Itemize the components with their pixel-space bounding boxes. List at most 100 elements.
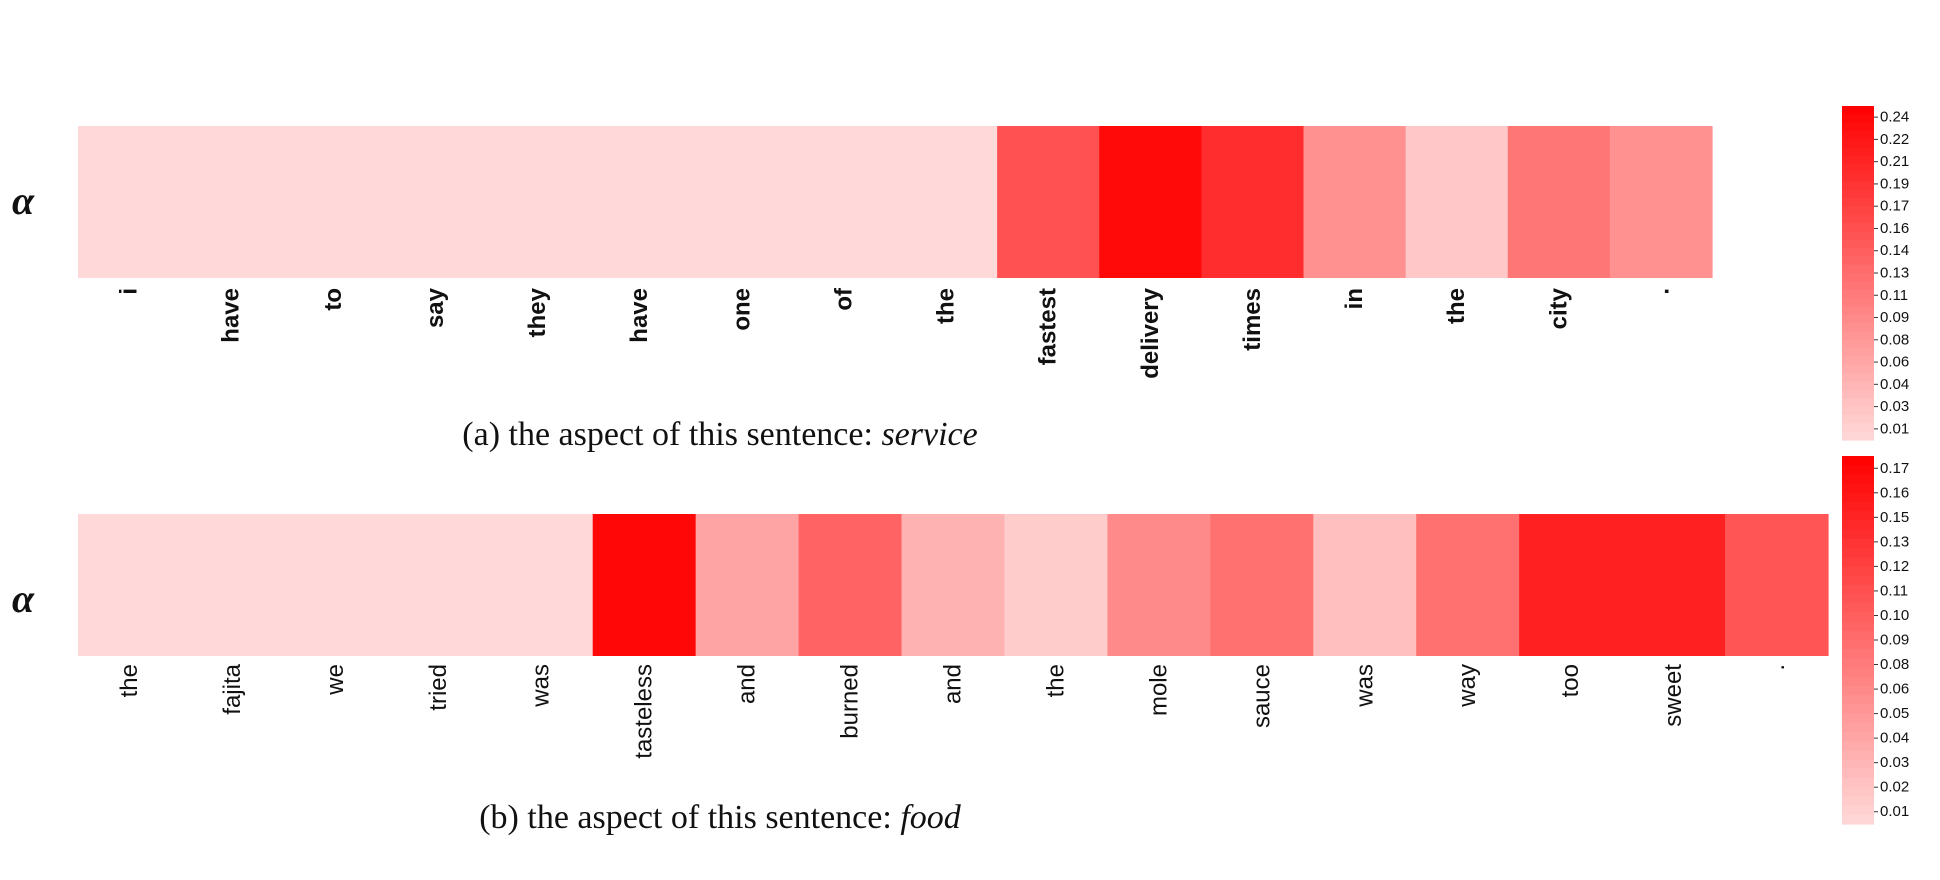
heatmap-cell: [1099, 126, 1202, 278]
colorbar-segment: [1842, 713, 1874, 724]
token-labels: the fajita we tried was tasteless and burned and…: [116, 663, 1790, 758]
colorbar-segment: [1842, 273, 1874, 282]
colorbar-segment: [1842, 649, 1874, 659]
heatmap-cell: [180, 514, 285, 656]
token-label: of: [830, 287, 857, 311]
token-label: too: [1557, 664, 1584, 697]
colorbar-segment: [1842, 172, 1874, 182]
heatmap-cell: [592, 514, 697, 656]
heatmap-cell: [1210, 514, 1314, 656]
colorbar-tick-label: 0.17: [1880, 198, 1909, 215]
colorbar-segment: [1842, 331, 1874, 341]
heatmap-cell: [1725, 514, 1829, 656]
token-label: have: [626, 288, 653, 343]
colorbar-tick-label: 0.11: [1880, 582, 1908, 599]
colorbar-ticks: 0.24 0.22 0.21 0.19 0.17 0.16 0.14 0.13 0.11 0.09…: [1874, 109, 1909, 437]
heatmap-cell: [695, 514, 800, 656]
colorbar-segment: [1842, 197, 1874, 207]
colorbar-segment: [1842, 156, 1874, 166]
colorbar-segment: [1842, 231, 1874, 241]
heatmap-cell: [489, 514, 594, 656]
heatmap-cell: [1313, 514, 1417, 656]
colorbar-segment: [1842, 147, 1874, 157]
colorbar-tick-label: 0.22: [1880, 131, 1909, 148]
heatmap-cell: [384, 126, 488, 278]
colorbar-segment: [1842, 289, 1874, 299]
token-label: they: [524, 287, 551, 337]
token-label: was: [528, 664, 555, 708]
caption-aspect: service: [881, 416, 977, 453]
token-label: the: [1443, 288, 1470, 324]
colorbar-tick-label: 0.16: [1880, 220, 1909, 237]
colorbar-segment: [1842, 704, 1874, 715]
colorbar-segment: [1842, 814, 1874, 825]
colorbar-tick-label: 0.17: [1880, 460, 1909, 477]
heatmap-cell: [1507, 126, 1611, 278]
colorbar-tick-label: 0.11: [1880, 287, 1908, 304]
colorbar-segment: [1842, 414, 1874, 424]
colorbar-segment: [1842, 732, 1874, 742]
caption-b: (b) the aspect of this sentence: food: [479, 799, 962, 836]
colorbar-tick-label: 0.03: [1880, 754, 1909, 771]
colorbar-segment: [1842, 222, 1874, 232]
colorbar-segment: [1842, 373, 1874, 383]
colorbar-segment: [1842, 750, 1874, 761]
colorbar-ticks: 0.17 0.16 0.15 0.13 0.12 0.11 0.10 0.09 0.08 0.06…: [1874, 460, 1909, 820]
token-label: was: [1351, 664, 1378, 708]
colorbar-tick-label: 0.04: [1880, 730, 1909, 747]
heatmap-cell: [1609, 126, 1713, 278]
colorbar-segment: [1842, 256, 1874, 266]
colorbar-segment: [1842, 239, 1874, 249]
colorbar-segment: [1842, 389, 1874, 399]
colorbar-tick-label: 0.24: [1880, 109, 1909, 126]
colorbar-tick-label: 0.16: [1880, 484, 1909, 501]
colorbar-tick-label: 0.13: [1880, 265, 1909, 282]
colorbar-segment: [1842, 768, 1874, 779]
colorbar-segment: [1842, 548, 1874, 558]
colorbar-tick-label: 0.14: [1880, 242, 1909, 259]
token-label: the: [933, 288, 960, 324]
colorbar-segment: [1842, 805, 1874, 816]
colorbar-segment: [1842, 492, 1874, 503]
colorbar-segment: [1842, 181, 1874, 191]
colorbar-segment: [1842, 658, 1874, 669]
heatmap-cell: [486, 126, 590, 278]
colorbar-segment: [1842, 566, 1874, 577]
heatmap-cells: [78, 126, 1713, 278]
caption-aspect: food: [900, 799, 961, 836]
colorbar-segment: [1842, 423, 1874, 433]
token-label: the: [1042, 664, 1069, 697]
token-label: have: [218, 288, 245, 343]
colorbar-tick-label: 0.21: [1880, 153, 1909, 170]
colorbar-segment: [1842, 630, 1874, 641]
token-label: in: [1341, 288, 1368, 309]
token-label: times: [1239, 288, 1266, 351]
token-label: sauce: [1248, 664, 1275, 728]
colorbar-segment: [1842, 787, 1874, 797]
heatmap-cells: [78, 514, 1829, 656]
token-label: way: [1454, 664, 1481, 708]
panel-a: α i have to say they have one of the fastest deliv…: [12, 106, 1909, 453]
colorbar-segment: [1842, 364, 1874, 374]
colorbar-segment: [1842, 122, 1874, 132]
colorbar-segment: [1842, 398, 1874, 408]
colorbar-segment: [1842, 686, 1874, 696]
heatmap-cell: [386, 514, 491, 656]
colorbar-tick-label: 0.01: [1880, 803, 1909, 820]
panel-b: α the fajita we tried was tasteless and burned a…: [12, 456, 1909, 836]
colorbar-segment: [1842, 356, 1874, 366]
colorbar-tick-label: 0.15: [1880, 509, 1909, 526]
token-label: fajita: [219, 663, 246, 714]
row-label-alpha: α: [12, 576, 35, 621]
colorbar-segment: [1842, 381, 1874, 391]
colorbar-segment: [1842, 502, 1874, 512]
heatmap-cell: [895, 126, 998, 278]
colorbar-tick-label: 0.09: [1880, 632, 1909, 649]
colorbar: [1842, 106, 1874, 441]
heatmap-cell: [1004, 514, 1109, 656]
colorbar-segment: [1842, 214, 1874, 224]
heatmap-cell: [1303, 126, 1407, 278]
colorbar-segment: [1842, 759, 1874, 770]
heatmap-cell: [798, 514, 903, 656]
